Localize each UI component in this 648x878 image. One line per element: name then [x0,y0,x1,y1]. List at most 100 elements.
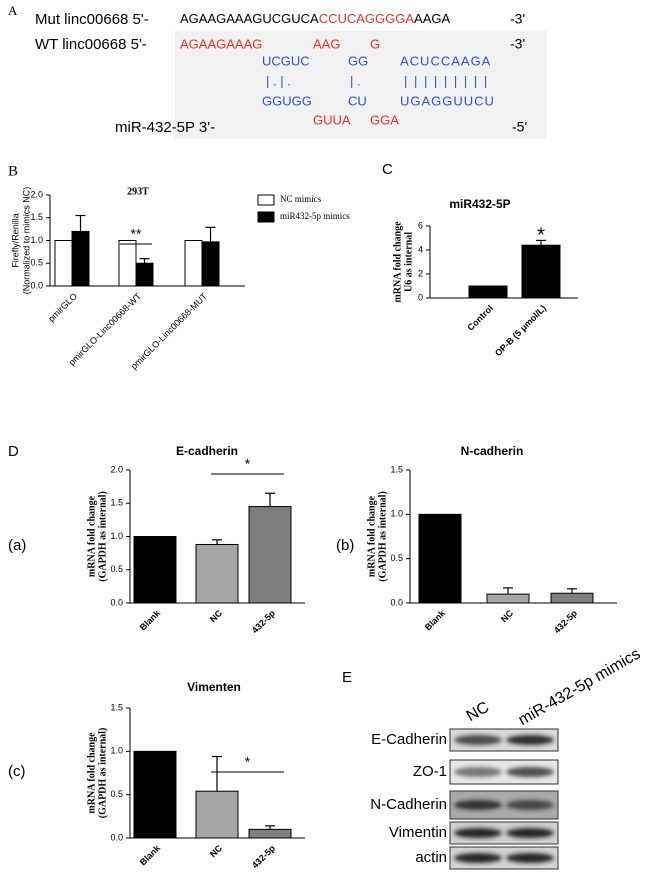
y-tick-label: 0.5 [30,258,43,268]
blot-frame [449,821,559,845]
seq-part: GGA [370,112,399,127]
end-label: -3' [510,36,525,52]
panel-label: C [382,161,393,178]
x-tick-label: OP-B (5 μmol/L) [493,303,548,358]
y-tick-label: 1.5 [110,702,123,712]
blot-frame [449,728,559,752]
blot-band [454,735,502,745]
y-tick-label: 1.0 [110,531,123,541]
row-label: E-Cadherin [371,731,447,748]
error-bar [567,588,577,594]
x-tick-label: pmirGLO-Linc00668-WT [67,291,144,368]
wt-label: WT linc00668 5'- [35,36,147,53]
row-label: ZO-1 [413,763,447,780]
seq-part: G [370,36,380,51]
bar [184,240,203,287]
y-tick-label: 0.5 [110,564,123,574]
x-tick-label: Control [465,303,495,333]
x-tick-label: NC [208,843,225,860]
y-tick-label: 4 [418,244,423,254]
bar [248,828,292,839]
chart-title: E-cadherin [176,444,238,458]
blot-band [506,800,554,810]
blot-band [506,767,554,777]
seq-part: UCGUC [262,53,310,68]
end-label: -3' [510,11,525,27]
bar [133,536,177,604]
y-tick-label: 0.0 [110,832,123,842]
blot-band [454,828,502,838]
error-bar [75,214,86,232]
panel-label: E [342,669,352,686]
blot-band [454,853,502,863]
y-tick-label: 1.5 [30,212,43,222]
x-tick-label: 432-5p [250,608,278,636]
y-tick-label: 6 [418,220,423,230]
pairing: ||||||||| [404,73,494,88]
seq-part: CCUCAGGGGA [319,11,415,26]
seq-part: ACUCCAAGA [400,53,491,68]
column-label: NC [464,699,493,725]
blot-frame [449,846,559,870]
row-label: N-Cadherin [370,796,447,813]
y-axis-label: (GAPDH as internal) [377,491,388,582]
seq-part: AAGA [414,11,450,26]
x-tick-label: pmirGLO-Linc00668-MUT [129,291,210,372]
blot-band [454,800,502,810]
seq-part: GG [348,53,368,68]
mir-label: miR-432-5P 3'- [115,119,215,136]
x-tick-label: pmirGLO [46,291,79,324]
y-axis-label: U6 as internal [403,232,414,292]
bar [201,241,220,287]
y-tick-label: 1.5 [390,464,403,474]
y-tick-label: 0.0 [110,597,123,607]
bar [135,262,154,287]
y-tick-label: 2.0 [110,464,123,474]
bar [521,244,561,299]
panel-label: D [8,443,19,460]
blot-band [506,853,554,863]
legend-swatch [257,211,275,223]
x-tick-label: Blank [423,607,448,632]
legend-label: NC mimics [280,194,322,204]
chart-title: N-cadherin [461,444,524,458]
bar [550,592,594,604]
pairing: | . [350,73,361,88]
significance-label: * [245,754,251,770]
x-tick-label: NC [208,608,225,625]
bar [54,240,73,287]
row-label: actin [415,849,447,866]
mut-sequence: AGAAGAAAGUCGUCACCUCAGGGGAAAGA [180,11,451,26]
y-axis-label: Firefly/Renilla [10,213,20,268]
legend-label: miR432-5p mimics [280,211,350,221]
y-axis-label: (GAPDH as internal) [97,728,108,819]
x-tick-label: NC [499,608,516,625]
y-axis-label: mRNA fold change [392,221,403,303]
seq-part: AGAAGAAAGUCGUCA [180,11,319,26]
significance-label: * [537,224,545,246]
seq-part: CU [348,93,367,108]
panel-label: B [8,163,18,179]
end-label: -5' [512,119,527,135]
seq-part: AGAAGAAAG [180,36,262,51]
error-bar [503,587,513,595]
bar [118,240,137,287]
pairing: | . | . [266,73,291,88]
bar [71,230,90,287]
y-axis-label: mRNA fold change [86,495,97,577]
y-tick-label: 0 [418,292,423,302]
seq-part: AAG [313,36,340,51]
y-tick-label: 0.5 [110,789,123,799]
error-bar [536,239,546,246]
seq-part: GUUA [313,112,351,127]
column-label: miR-432-5p mimics [516,645,644,729]
y-tick-label: 0.5 [390,553,403,563]
chart-title: 293T [127,186,149,197]
x-tick-label: Blank [138,607,163,632]
error-bar [212,755,222,792]
seq-part: GGUGG [262,93,312,108]
panel-label: (a) [8,537,26,554]
y-axis-label: (Normalized to mimics NC) [21,187,31,295]
x-tick-label: Blank [138,842,163,867]
